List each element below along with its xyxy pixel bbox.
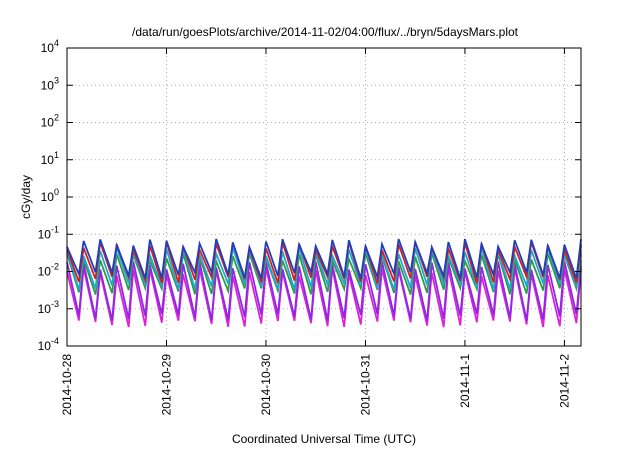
series-line: [66, 238, 582, 281]
y-tick-label: 103: [41, 75, 59, 92]
y-tick-label: 10-3: [38, 299, 59, 316]
x-tick-label: 2014-11-1: [458, 354, 472, 408]
y-tick-label: 10-1: [38, 224, 59, 241]
series-line: [66, 261, 582, 321]
x-tick-label: 2014-11-2: [557, 354, 571, 408]
x-axis-label: Coordinated Universal Time (UTC): [232, 432, 416, 446]
y-tick-label: 104: [41, 38, 59, 55]
x-tick-labels: 2014-10-28 2014-10-29 2014-10-30 2014-10-31…: [60, 354, 571, 416]
y-tick-label: 10-4: [38, 336, 59, 353]
x-tick-label: 2014-10-30: [259, 354, 273, 416]
y-tick-labels: 104 103 102 101 100 10-1 10-2 10-3 10-4: [38, 38, 59, 353]
chart-title: /data/run/goesPlots/archive/2014-11-02/0…: [132, 25, 519, 39]
ticks: [66, 47, 581, 347]
y-tick-label: 10-2: [38, 262, 59, 279]
y-axis-label: cGy/day: [19, 175, 33, 219]
y-tick-label: 101: [41, 150, 59, 167]
x-tick-label: 2014-10-28: [60, 354, 74, 416]
x-tick-label: 2014-10-29: [159, 354, 173, 416]
x-tick-label: 2014-10-31: [358, 354, 372, 416]
y-tick-label: 102: [41, 113, 59, 130]
series-layer: [66, 238, 582, 328]
y-tick-label: 100: [41, 187, 59, 204]
